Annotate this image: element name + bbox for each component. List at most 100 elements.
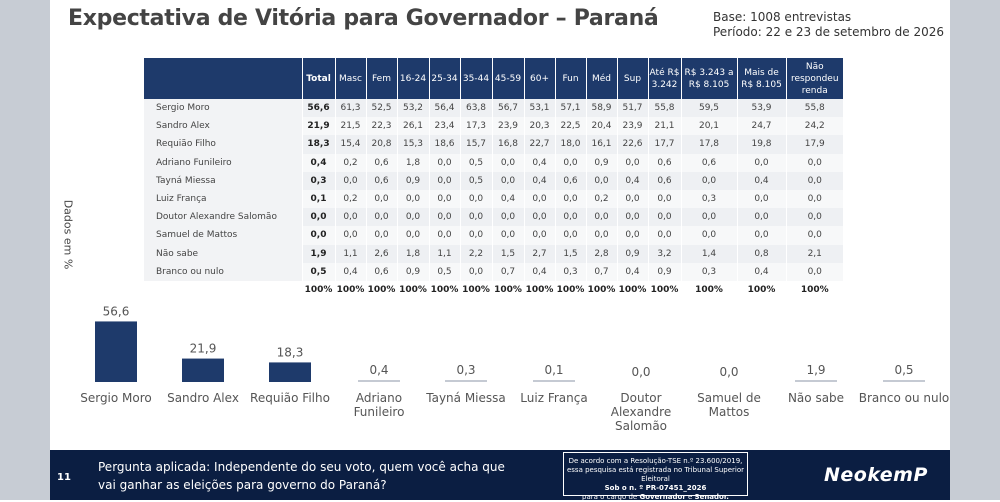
table-cell: 58,9: [585, 99, 617, 118]
table-cell: 0,5: [428, 262, 460, 281]
total-cell: 100%: [365, 280, 397, 300]
table-cell: 0,0: [585, 208, 617, 227]
table-cell: 22,6: [616, 135, 648, 154]
table-cell: 0,4: [736, 171, 786, 190]
table-cell: 0,0: [301, 208, 335, 227]
data-label: 1,9: [806, 363, 825, 377]
table-cell: 18,0: [554, 135, 586, 154]
table-cell: 0,0: [785, 208, 843, 227]
column-header: 25-34: [428, 58, 460, 99]
total-cell: 100%: [647, 280, 681, 300]
table-cell: 0,0: [365, 208, 397, 227]
table-cell: 0,2: [334, 153, 366, 172]
table-cell: 51,7: [616, 99, 648, 118]
table-cell: 0,8: [736, 244, 786, 263]
category-label: Branco ou nulo: [859, 391, 950, 405]
table-cell: 1,1: [334, 244, 366, 263]
table-cell: 0,0: [785, 189, 843, 209]
table-cell: 0,2: [585, 189, 617, 209]
column-header: Méd: [585, 58, 617, 99]
table-cell: 0,6: [365, 153, 397, 172]
table-row: Sergio Moro 56,6 61,3 52,5 53,2 56,4 63,8 56,7 5…: [144, 99, 843, 118]
table-cell: 0,0: [680, 208, 737, 227]
data-label: 0,1: [544, 363, 563, 377]
row-label: Doutor Alexandre Salomão: [144, 208, 302, 227]
table-cell: 20,3: [523, 117, 555, 136]
table-row: Não sabe 1,9 1,1 2,6 1,8 1,1 2,2 1,5 2,7 1,5 2,8 0,…: [144, 244, 843, 263]
table-cell: 1,5: [491, 244, 524, 263]
table-cell: 55,8: [647, 99, 681, 118]
total-cell: 100%: [428, 280, 460, 300]
table-cell: 16,1: [585, 135, 617, 154]
table-cell: 21,5: [334, 117, 366, 136]
bar: [533, 380, 575, 382]
page-number: 11: [57, 472, 71, 483]
table-cell: 22,3: [365, 117, 397, 136]
data-label: 18,3: [277, 345, 304, 359]
table-cell: 3,2: [647, 244, 681, 263]
table-cell: 0,4: [616, 262, 648, 281]
category-label: Requião Filho: [250, 391, 330, 405]
category-label: Sergio Moro: [80, 391, 152, 405]
table-cell: 21,9: [301, 117, 335, 136]
table-cell: 0,0: [523, 189, 555, 209]
totals-row: 100% 100% 100% 100% 100% 100% 100% 100% 100% 100%…: [144, 280, 843, 300]
bar-chart: 56,6 Sergio Moro 21,9 Sandro Alex 18,3 Requiã…: [80, 304, 950, 433]
table-cell: 0,0: [365, 226, 397, 245]
column-header: Mais de R$ 8.105: [736, 58, 786, 99]
table-cell: 0,5: [459, 153, 492, 172]
table-cell: 0,9: [616, 244, 648, 263]
category-label: Salomão: [615, 419, 667, 433]
table-cell: 53,2: [396, 99, 429, 118]
table-cell: 0,0: [334, 208, 366, 227]
row-label: Branco ou nulo: [144, 262, 302, 281]
table-row: Tayná Miessa 0,3 0,0 0,6 0,9 0,0 0,5 0,0 0,4 0,6 0…: [144, 171, 843, 190]
table-cell: 0,0: [554, 226, 586, 245]
table-cell: 18,3: [301, 135, 335, 154]
table-cell: 0,0: [491, 171, 524, 190]
column-header: Não respondeu renda: [785, 58, 843, 99]
table-cell: 0,0: [554, 153, 586, 172]
total-cell: 100%: [523, 280, 555, 300]
table-cell: 0,3: [554, 262, 586, 281]
table-cell: 0,0: [396, 189, 429, 209]
table-cell: 0,0: [365, 189, 397, 209]
left-margin-panel: [0, 0, 50, 500]
bar: [182, 358, 224, 382]
table-cell: 23,9: [616, 117, 648, 136]
table-cell: 0,0: [491, 208, 524, 227]
data-label: 56,6: [103, 304, 130, 318]
total-cell: 100%: [616, 280, 648, 300]
category-label: Tayná Miessa: [425, 391, 506, 405]
table-cell: 20,1: [680, 117, 737, 136]
table-cell: 1,5: [554, 244, 586, 263]
table-cell: 0,0: [680, 226, 737, 245]
table-cell: 0,9: [585, 153, 617, 172]
table-cell: 24,7: [736, 117, 786, 136]
table-cell: 0,4: [616, 171, 648, 190]
table-row: Sandro Alex 21,9 21,5 22,3 26,1 23,4 17,3 23,9 2…: [144, 117, 843, 136]
header-blank: [144, 58, 302, 99]
table-cell: 55,8: [785, 99, 843, 118]
category-label: Mattos: [709, 405, 750, 419]
category-label: Doutor: [620, 391, 661, 405]
table-cell: 1,4: [680, 244, 737, 263]
table-cell: 0,6: [680, 153, 737, 172]
data-label: 0,0: [719, 365, 738, 379]
bar: [795, 380, 837, 382]
table-cell: 17,7: [647, 135, 681, 154]
table-cell: 0,0: [647, 226, 681, 245]
table-cell: 0,0: [616, 208, 648, 227]
column-header: Total: [301, 58, 335, 99]
table-cell: 0,2: [334, 189, 366, 209]
table-cell: 0,5: [301, 262, 335, 281]
data-label: 0,3: [456, 363, 475, 377]
table-cell: 1,1: [428, 244, 460, 263]
data-label: 0,0: [631, 365, 650, 379]
table-cell: 0,0: [736, 153, 786, 172]
bar: [445, 380, 487, 382]
column-header: 45-59: [491, 58, 524, 99]
results-table: Total Masc Fem 16-24 25-34 35-44 45-59 60+ Fun Mé…: [144, 58, 843, 300]
total-cell: 100%: [680, 280, 737, 300]
table-cell: 0,6: [365, 262, 397, 281]
